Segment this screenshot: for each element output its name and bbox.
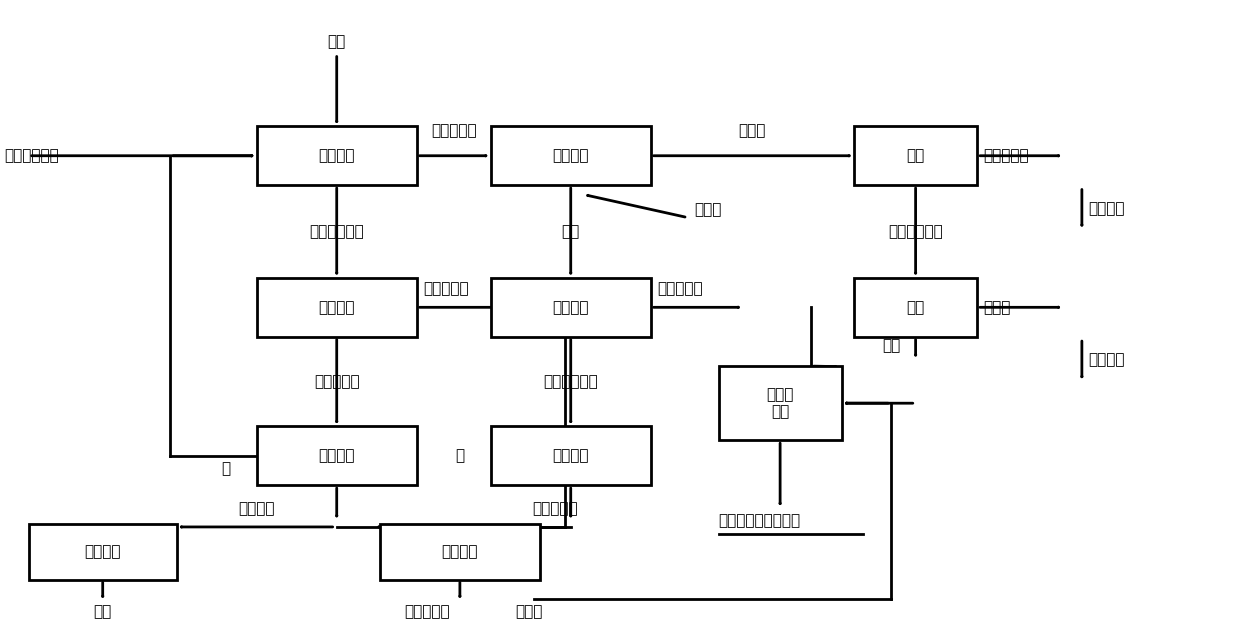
Text: 非铁磁性物质: 非铁磁性物质 xyxy=(888,224,942,239)
Text: 铁磁性物质: 铁磁性物质 xyxy=(983,148,1029,163)
Text: 非金属: 非金属 xyxy=(983,300,1011,315)
Text: 气化裂解: 气化裂解 xyxy=(553,300,589,315)
FancyBboxPatch shape xyxy=(257,127,417,185)
Text: 有价金属及其化合物: 有价金属及其化合物 xyxy=(718,514,801,529)
Text: 油气分离: 油气分离 xyxy=(319,300,355,315)
Text: 炭化裂解渣: 炭化裂解渣 xyxy=(432,124,476,139)
Text: 水: 水 xyxy=(455,448,465,463)
Text: 热: 热 xyxy=(221,461,231,476)
Text: 气化裂解尾气: 气化裂解尾气 xyxy=(543,374,598,389)
Text: 粉尘: 粉尘 xyxy=(562,224,580,239)
Text: 炭化燃烧: 炭化燃烧 xyxy=(319,448,355,463)
FancyBboxPatch shape xyxy=(29,524,176,579)
Text: 废集成线路板: 废集成线路板 xyxy=(4,148,60,163)
FancyBboxPatch shape xyxy=(491,426,651,485)
FancyBboxPatch shape xyxy=(491,127,651,185)
Text: 炭化裂解油: 炭化裂解油 xyxy=(423,282,469,296)
FancyBboxPatch shape xyxy=(379,524,539,579)
Text: 水气分离: 水气分离 xyxy=(553,448,589,463)
Text: 炭化裂解气: 炭化裂解气 xyxy=(314,374,360,389)
Text: 气化裂解渣: 气化裂解渣 xyxy=(657,282,703,296)
FancyBboxPatch shape xyxy=(257,426,417,485)
Text: 水蒸气: 水蒸气 xyxy=(694,202,722,217)
FancyBboxPatch shape xyxy=(854,127,977,185)
Text: 气化裂解气: 气化裂解气 xyxy=(532,501,578,516)
FancyBboxPatch shape xyxy=(491,278,651,337)
Text: 综合利用: 综合利用 xyxy=(1087,352,1125,367)
Text: 蒸汽发生: 蒸汽发生 xyxy=(441,544,479,559)
Text: 破碎风选: 破碎风选 xyxy=(553,148,589,163)
Text: 炭化裂解尾气: 炭化裂解尾气 xyxy=(309,224,365,239)
Text: 燃烧尾气: 燃烧尾气 xyxy=(238,501,275,516)
Text: 金属: 金属 xyxy=(882,338,900,353)
FancyBboxPatch shape xyxy=(854,278,977,337)
Text: 磁选: 磁选 xyxy=(906,148,925,163)
Text: 氮气: 氮气 xyxy=(327,34,346,49)
Text: 去气化裂解: 去气化裂解 xyxy=(404,604,450,619)
Text: 水蒸气: 水蒸气 xyxy=(516,604,543,619)
Text: 尾气净化: 尾气净化 xyxy=(84,544,122,559)
FancyBboxPatch shape xyxy=(718,366,842,440)
Text: 综合回收: 综合回收 xyxy=(1087,201,1125,216)
Text: 炭化裂解: 炭化裂解 xyxy=(319,148,355,163)
Text: 排空: 排空 xyxy=(93,604,112,619)
FancyBboxPatch shape xyxy=(257,278,417,337)
Text: 电选: 电选 xyxy=(906,300,925,315)
Text: 破碎料: 破碎料 xyxy=(739,124,766,139)
Text: 多金属
回收: 多金属 回收 xyxy=(766,387,794,419)
